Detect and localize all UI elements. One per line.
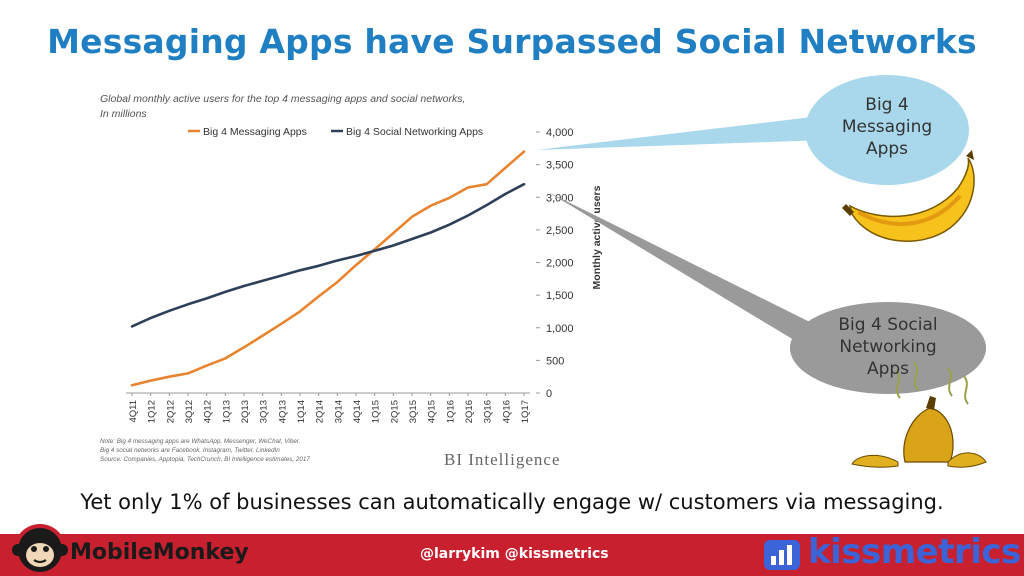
- footer-bar: [0, 534, 1024, 576]
- x-tick-label: 2Q13: [240, 400, 251, 423]
- bi-intelligence-brand: BI Intelligence: [444, 450, 561, 469]
- slide-title: Messaging Apps have Surpassed Social Net…: [47, 22, 977, 61]
- messaging-callout-label: Big 4 Messaging Apps: [812, 94, 962, 160]
- x-tick-label: 4Q16: [501, 400, 512, 423]
- kissmetrics-bar-icon: [764, 540, 800, 570]
- chart-caption-line2: In millions: [100, 107, 147, 120]
- social-callout-label: Big 4 Social Networking Apps: [800, 314, 976, 380]
- callout-text: Big 4: [865, 95, 909, 115]
- series-line-messaging: [130, 150, 526, 387]
- x-tick-label: 2Q12: [165, 400, 176, 423]
- x-tick-label: 4Q12: [203, 400, 214, 423]
- x-tick-label: 2Q14: [315, 400, 326, 423]
- x-tick-label: 1Q12: [147, 400, 158, 423]
- chart-caption: Global monthly active users for the top …: [100, 92, 540, 121]
- y-tick-label: 4,000: [546, 127, 574, 139]
- y-tick-label: 2,000: [546, 258, 574, 270]
- callout-text: Networking: [839, 337, 937, 358]
- x-tick-label: 1Q16: [445, 400, 456, 423]
- social-callout-bubble: [790, 302, 986, 394]
- x-tick-label: 3Q15: [408, 400, 419, 423]
- x-tick-label: 3Q12: [184, 400, 195, 423]
- mobilemonkey-logo-text: MobileMonkey: [70, 540, 249, 565]
- y-axis-label: Monthly active users: [591, 185, 603, 289]
- social-callout-pointer: [548, 192, 826, 352]
- y-tick-label: 0: [546, 388, 552, 400]
- callout-text: Messaging: [841, 117, 933, 138]
- x-tick-label: 1Q14: [296, 400, 307, 423]
- series-line-social: [130, 182, 526, 328]
- kissmetrics-logo-text: kissmetrics: [808, 532, 1021, 572]
- x-tick-label: 4Q13: [277, 400, 288, 423]
- x-tick-label: 3Q13: [259, 400, 270, 423]
- y-tick-label: 3,500: [546, 160, 574, 172]
- x-tick-label: 3Q14: [333, 400, 344, 423]
- messaging-callout-bubble: [805, 75, 969, 185]
- callout-text: Apps: [866, 359, 910, 380]
- chart-note-line: Source: Companies, Apptopia, TechCrunch,…: [100, 456, 310, 464]
- x-tick-label: 4Q15: [427, 400, 438, 423]
- x-tick-label: 4Q11: [128, 400, 139, 423]
- legend-label: Big 4 Social Networking Apps: [346, 126, 483, 138]
- x-tick-label: 4Q14: [352, 400, 363, 423]
- chart-note-line: Note: Big 4 messaging apps are WhatsApp,…: [100, 438, 301, 445]
- callout-text: Apps: [865, 139, 909, 160]
- x-tick-label: 2Q15: [389, 400, 400, 423]
- callout-text: Big 4 Social: [838, 315, 938, 335]
- x-tick-label: 1Q17: [520, 400, 531, 423]
- messaging-callout-pointer: [536, 116, 826, 150]
- y-tick-label: 2,500: [546, 225, 574, 237]
- x-tick-label: 3Q16: [483, 400, 494, 423]
- banana-peel-icon: [851, 361, 987, 468]
- x-tick-label: 1Q15: [371, 400, 382, 423]
- banana-icon: [842, 150, 975, 242]
- takeaway-text: Yet only 1% of businesses can automatica…: [80, 490, 944, 514]
- y-tick-label: 500: [546, 355, 564, 367]
- chart-caption-line1: Global monthly active users for the top …: [100, 93, 466, 105]
- x-tick-label: 1Q13: [221, 400, 232, 423]
- social-handles: @larrykim @kissmetrics: [420, 546, 609, 562]
- chart-notes: Note: Big 4 messaging apps are WhatsApp,…: [100, 437, 460, 464]
- monkey-icon: [12, 524, 68, 576]
- y-tick-label: 1,500: [546, 290, 574, 302]
- legend-label: Big 4 Messaging Apps: [203, 126, 307, 138]
- y-tick-label: 1,000: [546, 323, 574, 335]
- chart-note-line: Big 4 social networks are Facebook, Inst…: [100, 447, 280, 455]
- x-tick-label: 2Q16: [464, 400, 475, 423]
- line-chart: 05001,0001,5002,0002,5003,0003,5004,000M…: [126, 126, 603, 423]
